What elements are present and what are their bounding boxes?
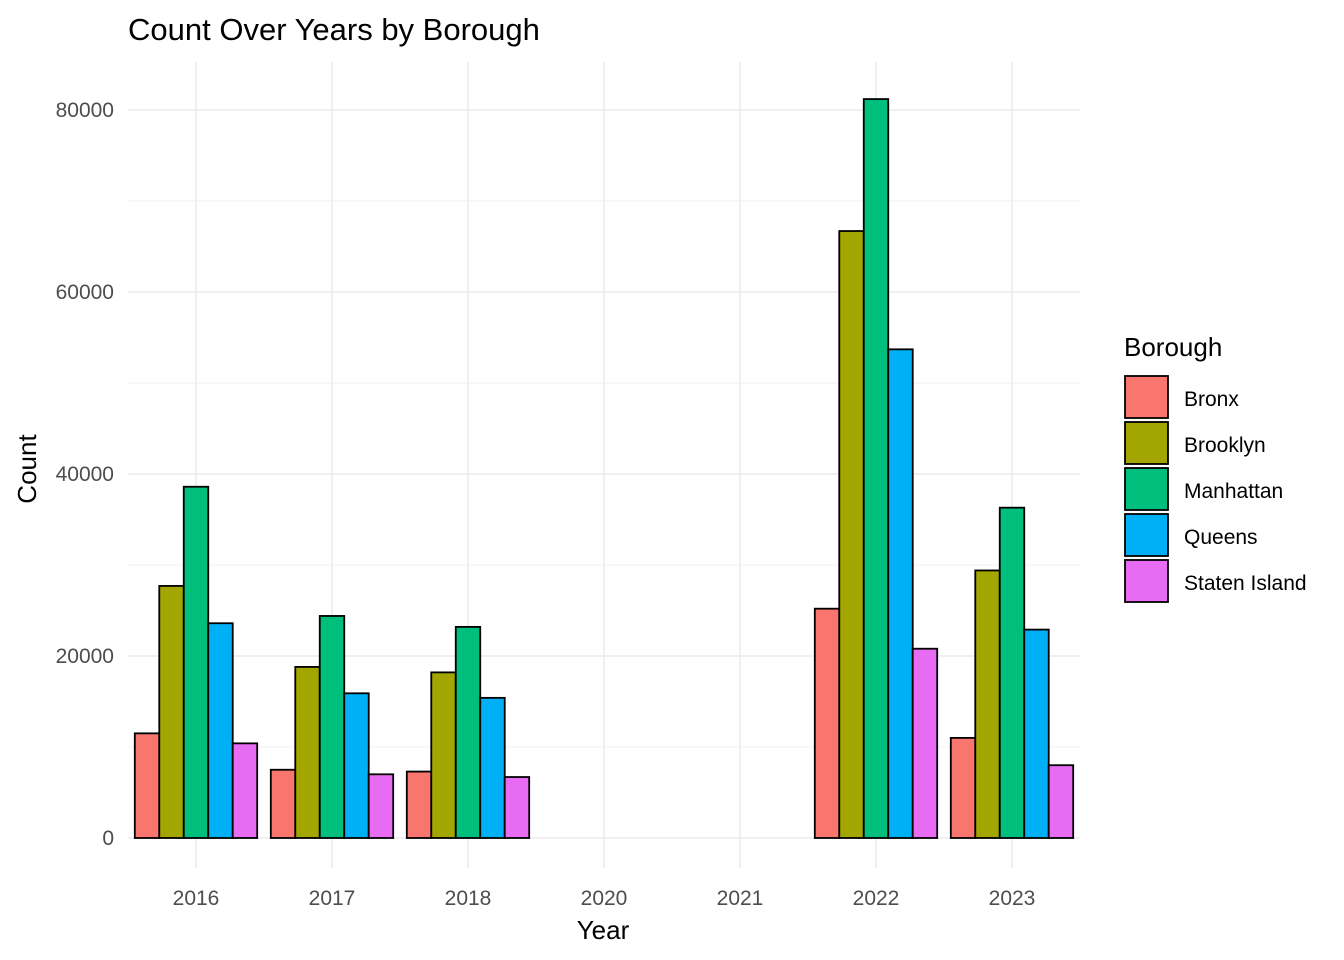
y-axis-title: Count [12, 434, 42, 504]
y-tick-label: 60000 [56, 281, 114, 304]
x-tick-label: 2023 [989, 887, 1036, 910]
bar-brooklyn-2017 [294, 666, 321, 839]
x-axis-title: Year [577, 915, 630, 945]
x-tick-label: 2017 [309, 887, 356, 910]
x-tick-label: 2016 [173, 887, 220, 910]
grid [128, 62, 1080, 868]
bar-bronx-2017 [269, 768, 297, 839]
bar-queens-2017 [343, 692, 370, 839]
x-tick-label: 2022 [853, 887, 900, 910]
y-tick-label: 0 [102, 827, 114, 850]
bars [133, 98, 1075, 839]
legend: Borough Bronx Brooklyn Manhattan Queens Stat… [1124, 332, 1307, 603]
bar-manhattan-2017 [318, 615, 346, 839]
x-tick-label: 2018 [445, 887, 492, 910]
bar-brooklyn-2016 [158, 585, 185, 839]
chart-title: Count Over Years by Borough [128, 12, 540, 47]
bar-staten-island-2023 [1047, 764, 1075, 839]
legend-label: Bronx [1184, 388, 1239, 411]
bar-bronx-2016 [133, 732, 161, 839]
legend-label: Queens [1184, 526, 1258, 549]
x-tick-label: 2021 [717, 887, 764, 910]
bar-manhattan-2018 [454, 625, 482, 839]
bar-manhattan-2022 [862, 98, 890, 839]
bar-bronx-2018 [405, 770, 433, 839]
bar-bronx-2023 [949, 737, 977, 839]
bar-queens-2016 [207, 622, 234, 839]
legend-items: Bronx Brooklyn Manhattan Queens Staten Islan… [1124, 375, 1307, 603]
x-tick-label: 2020 [581, 887, 628, 910]
bar-brooklyn-2023 [974, 569, 1001, 839]
bar-staten-island-2018 [503, 776, 531, 839]
legend-swatch-staten-island [1124, 559, 1169, 603]
bar-staten-island-2017 [367, 773, 395, 839]
y-tick-label: 20000 [56, 645, 114, 668]
legend-swatch-bronx [1124, 375, 1169, 419]
bar-manhattan-2016 [182, 485, 210, 839]
x-axis-ticks: 2016 2017 2018 2020 2021 2022 2023 [173, 887, 1036, 910]
bar-bronx-2022 [813, 607, 841, 839]
bar-queens-2022 [887, 348, 914, 839]
legend-swatch-manhattan [1124, 467, 1169, 511]
bar-brooklyn-2022 [838, 230, 865, 839]
legend-swatch-queens [1124, 513, 1169, 557]
y-tick-label: 40000 [56, 463, 114, 486]
y-axis-ticks: 0 20000 40000 60000 80000 [56, 99, 114, 850]
bar-staten-island-2022 [911, 647, 939, 839]
bar-staten-island-2016 [231, 742, 259, 839]
legend-title: Borough [1124, 332, 1222, 362]
bar-queens-2023 [1023, 628, 1050, 839]
legend-swatch-brooklyn [1124, 421, 1169, 465]
bar-brooklyn-2018 [430, 671, 457, 839]
bar-queens-2018 [479, 696, 506, 839]
y-tick-label: 80000 [56, 99, 114, 122]
legend-label: Manhattan [1184, 480, 1283, 503]
legend-label: Brooklyn [1184, 434, 1266, 457]
legend-label: Staten Island [1184, 572, 1307, 595]
bar-manhattan-2023 [998, 506, 1026, 839]
